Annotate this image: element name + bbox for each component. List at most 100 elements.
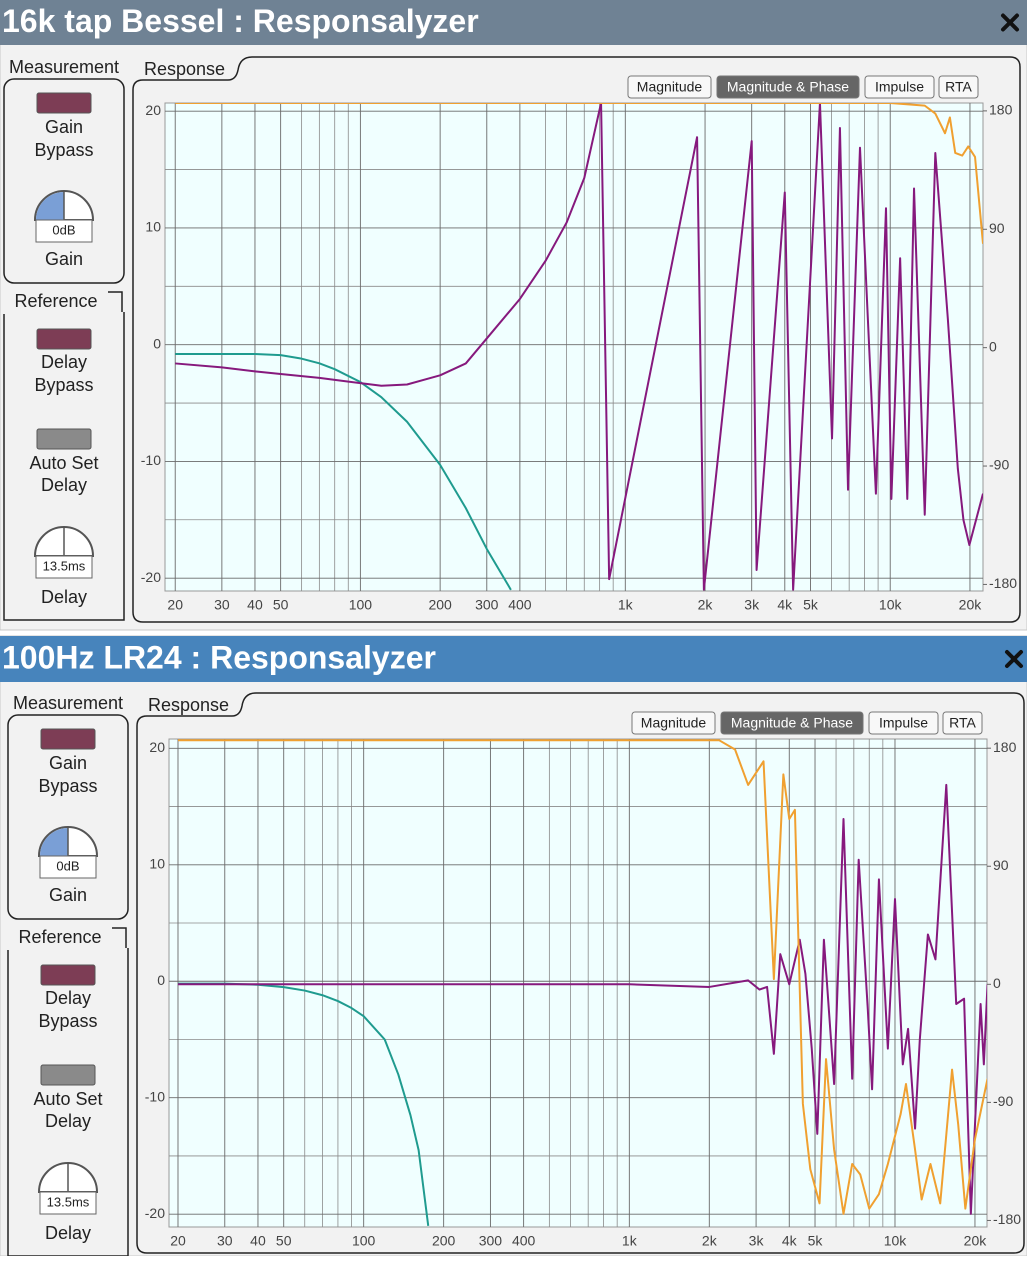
x-tick-label: 100 xyxy=(352,1233,376,1249)
x-tick-label: 40 xyxy=(250,1233,266,1249)
gain-bypass-label: Bypass xyxy=(34,140,93,160)
x-tick-label: 4k xyxy=(782,1233,798,1249)
title-bar xyxy=(0,0,1027,45)
series-line xyxy=(175,103,983,591)
delay-bypass-label: Bypass xyxy=(34,375,93,395)
x-tick-label: 200 xyxy=(432,1233,456,1249)
gain-bypass-button[interactable] xyxy=(36,92,92,114)
close-button[interactable] xyxy=(1005,650,1023,668)
x-tick-label: 400 xyxy=(512,1233,536,1249)
series-line xyxy=(175,353,512,591)
y2-tick-label: -180 xyxy=(989,575,1017,591)
auto-set-delay-label: Auto Set xyxy=(33,1089,102,1109)
gain-knob-fill xyxy=(36,192,64,220)
gain-value: 0dB xyxy=(52,222,75,237)
view-button[interactable] xyxy=(938,75,979,99)
view-button[interactable] xyxy=(631,711,716,735)
window-title: 100Hz LR24 : Responsalyzer xyxy=(2,639,436,675)
view-button[interactable] xyxy=(627,75,712,99)
gain-label: Gain xyxy=(45,249,83,269)
view-button-label: RTA xyxy=(949,715,976,731)
auto-set-delay-button[interactable] xyxy=(36,428,92,450)
gain-knob-value-box xyxy=(39,855,97,879)
gain-bypass-label: Bypass xyxy=(38,776,97,796)
y-tick-label: 10 xyxy=(145,219,161,235)
y2-tick-label: 0 xyxy=(993,975,1001,991)
x-tick-label: 200 xyxy=(428,597,452,613)
x-tick-label: 1k xyxy=(618,597,634,613)
x-tick-label: 20 xyxy=(167,597,183,613)
delay-bypass-button[interactable] xyxy=(36,328,92,350)
view-button-label: Magnitude & Phase xyxy=(731,715,853,731)
y2-tick-label: 180 xyxy=(993,739,1017,755)
y2-tick-label: -90 xyxy=(989,457,1009,473)
measurement-label: Measurement xyxy=(9,57,119,77)
y-tick-label: 20 xyxy=(149,739,165,755)
reference-label: Reference xyxy=(18,927,101,947)
delay-value: 13.5ms xyxy=(47,1194,90,1209)
y-tick-label: 0 xyxy=(153,335,161,351)
x-tick-label: 2k xyxy=(698,597,714,613)
view-button[interactable] xyxy=(716,75,860,99)
x-tick-label: 10k xyxy=(884,1233,908,1249)
y2-tick-label: 90 xyxy=(989,220,1005,236)
x-tick-label: 20k xyxy=(959,597,983,613)
delay-bypass-button[interactable] xyxy=(40,964,96,986)
gain-value: 0dB xyxy=(56,858,79,873)
gain-knob-fill xyxy=(40,828,68,856)
y2-tick-label: -90 xyxy=(993,1093,1013,1109)
auto-set-delay-label: Delay xyxy=(45,1111,91,1131)
close-button[interactable] xyxy=(1001,13,1019,32)
x-tick-label: 20k xyxy=(964,1233,988,1249)
close-icon xyxy=(1005,650,1023,668)
y-tick-label: 0 xyxy=(157,972,165,988)
delay-knob-value-box xyxy=(39,1191,97,1215)
y-tick-label: -20 xyxy=(145,1205,165,1221)
x-tick-label: 300 xyxy=(475,597,499,613)
gain-bypass-button[interactable] xyxy=(40,728,96,750)
view-button-label: Magnitude xyxy=(637,79,703,95)
gain-knob-value-box xyxy=(35,219,93,243)
auto-set-delay-button[interactable] xyxy=(40,1064,96,1086)
y2-tick-label: 90 xyxy=(993,857,1009,873)
y2-tick-label: -180 xyxy=(993,1211,1021,1227)
x-tick-label: 3k xyxy=(749,1233,765,1249)
reference-label: Reference xyxy=(14,291,97,311)
reference-box xyxy=(3,291,125,621)
view-button-label: Magnitude & Phase xyxy=(727,79,849,95)
series-line xyxy=(175,103,983,244)
window-title: 16k tap Bessel : Responsalyzer xyxy=(2,3,479,39)
view-button[interactable] xyxy=(720,711,864,735)
x-tick-label: 30 xyxy=(217,1233,233,1249)
view-button-label: RTA xyxy=(945,79,972,95)
y-tick-label: -20 xyxy=(141,569,161,585)
view-button[interactable] xyxy=(942,711,983,735)
delay-bypass-label: Bypass xyxy=(38,1011,97,1031)
response-tab: Response xyxy=(144,59,225,79)
measurement-label: Measurement xyxy=(13,693,123,713)
x-tick-label: 20 xyxy=(170,1233,186,1249)
x-tick-label: 5k xyxy=(803,597,819,613)
y-tick-label: 20 xyxy=(145,102,161,118)
plot-area xyxy=(168,738,988,1228)
x-tick-label: 4k xyxy=(777,597,793,613)
y2-tick-label: 180 xyxy=(989,102,1013,118)
x-tick-label: 10k xyxy=(879,597,903,613)
gain-bypass-label: Gain xyxy=(45,117,83,137)
view-button[interactable] xyxy=(864,75,935,99)
x-tick-label: 5k xyxy=(808,1233,824,1249)
series-line xyxy=(177,783,987,1215)
x-tick-label: 3k xyxy=(744,597,760,613)
title-bar xyxy=(0,636,1027,682)
x-tick-label: 30 xyxy=(214,597,230,613)
response-tab: Response xyxy=(148,695,229,715)
x-tick-label: 2k xyxy=(702,1233,718,1249)
x-tick-label: 100 xyxy=(349,597,373,613)
measurement-box xyxy=(7,714,129,920)
gain-label: Gain xyxy=(49,885,87,905)
view-button[interactable] xyxy=(868,711,939,735)
y-tick-label: 10 xyxy=(149,855,165,871)
series-line xyxy=(177,739,987,1215)
delay-bypass-label: Delay xyxy=(45,988,91,1008)
